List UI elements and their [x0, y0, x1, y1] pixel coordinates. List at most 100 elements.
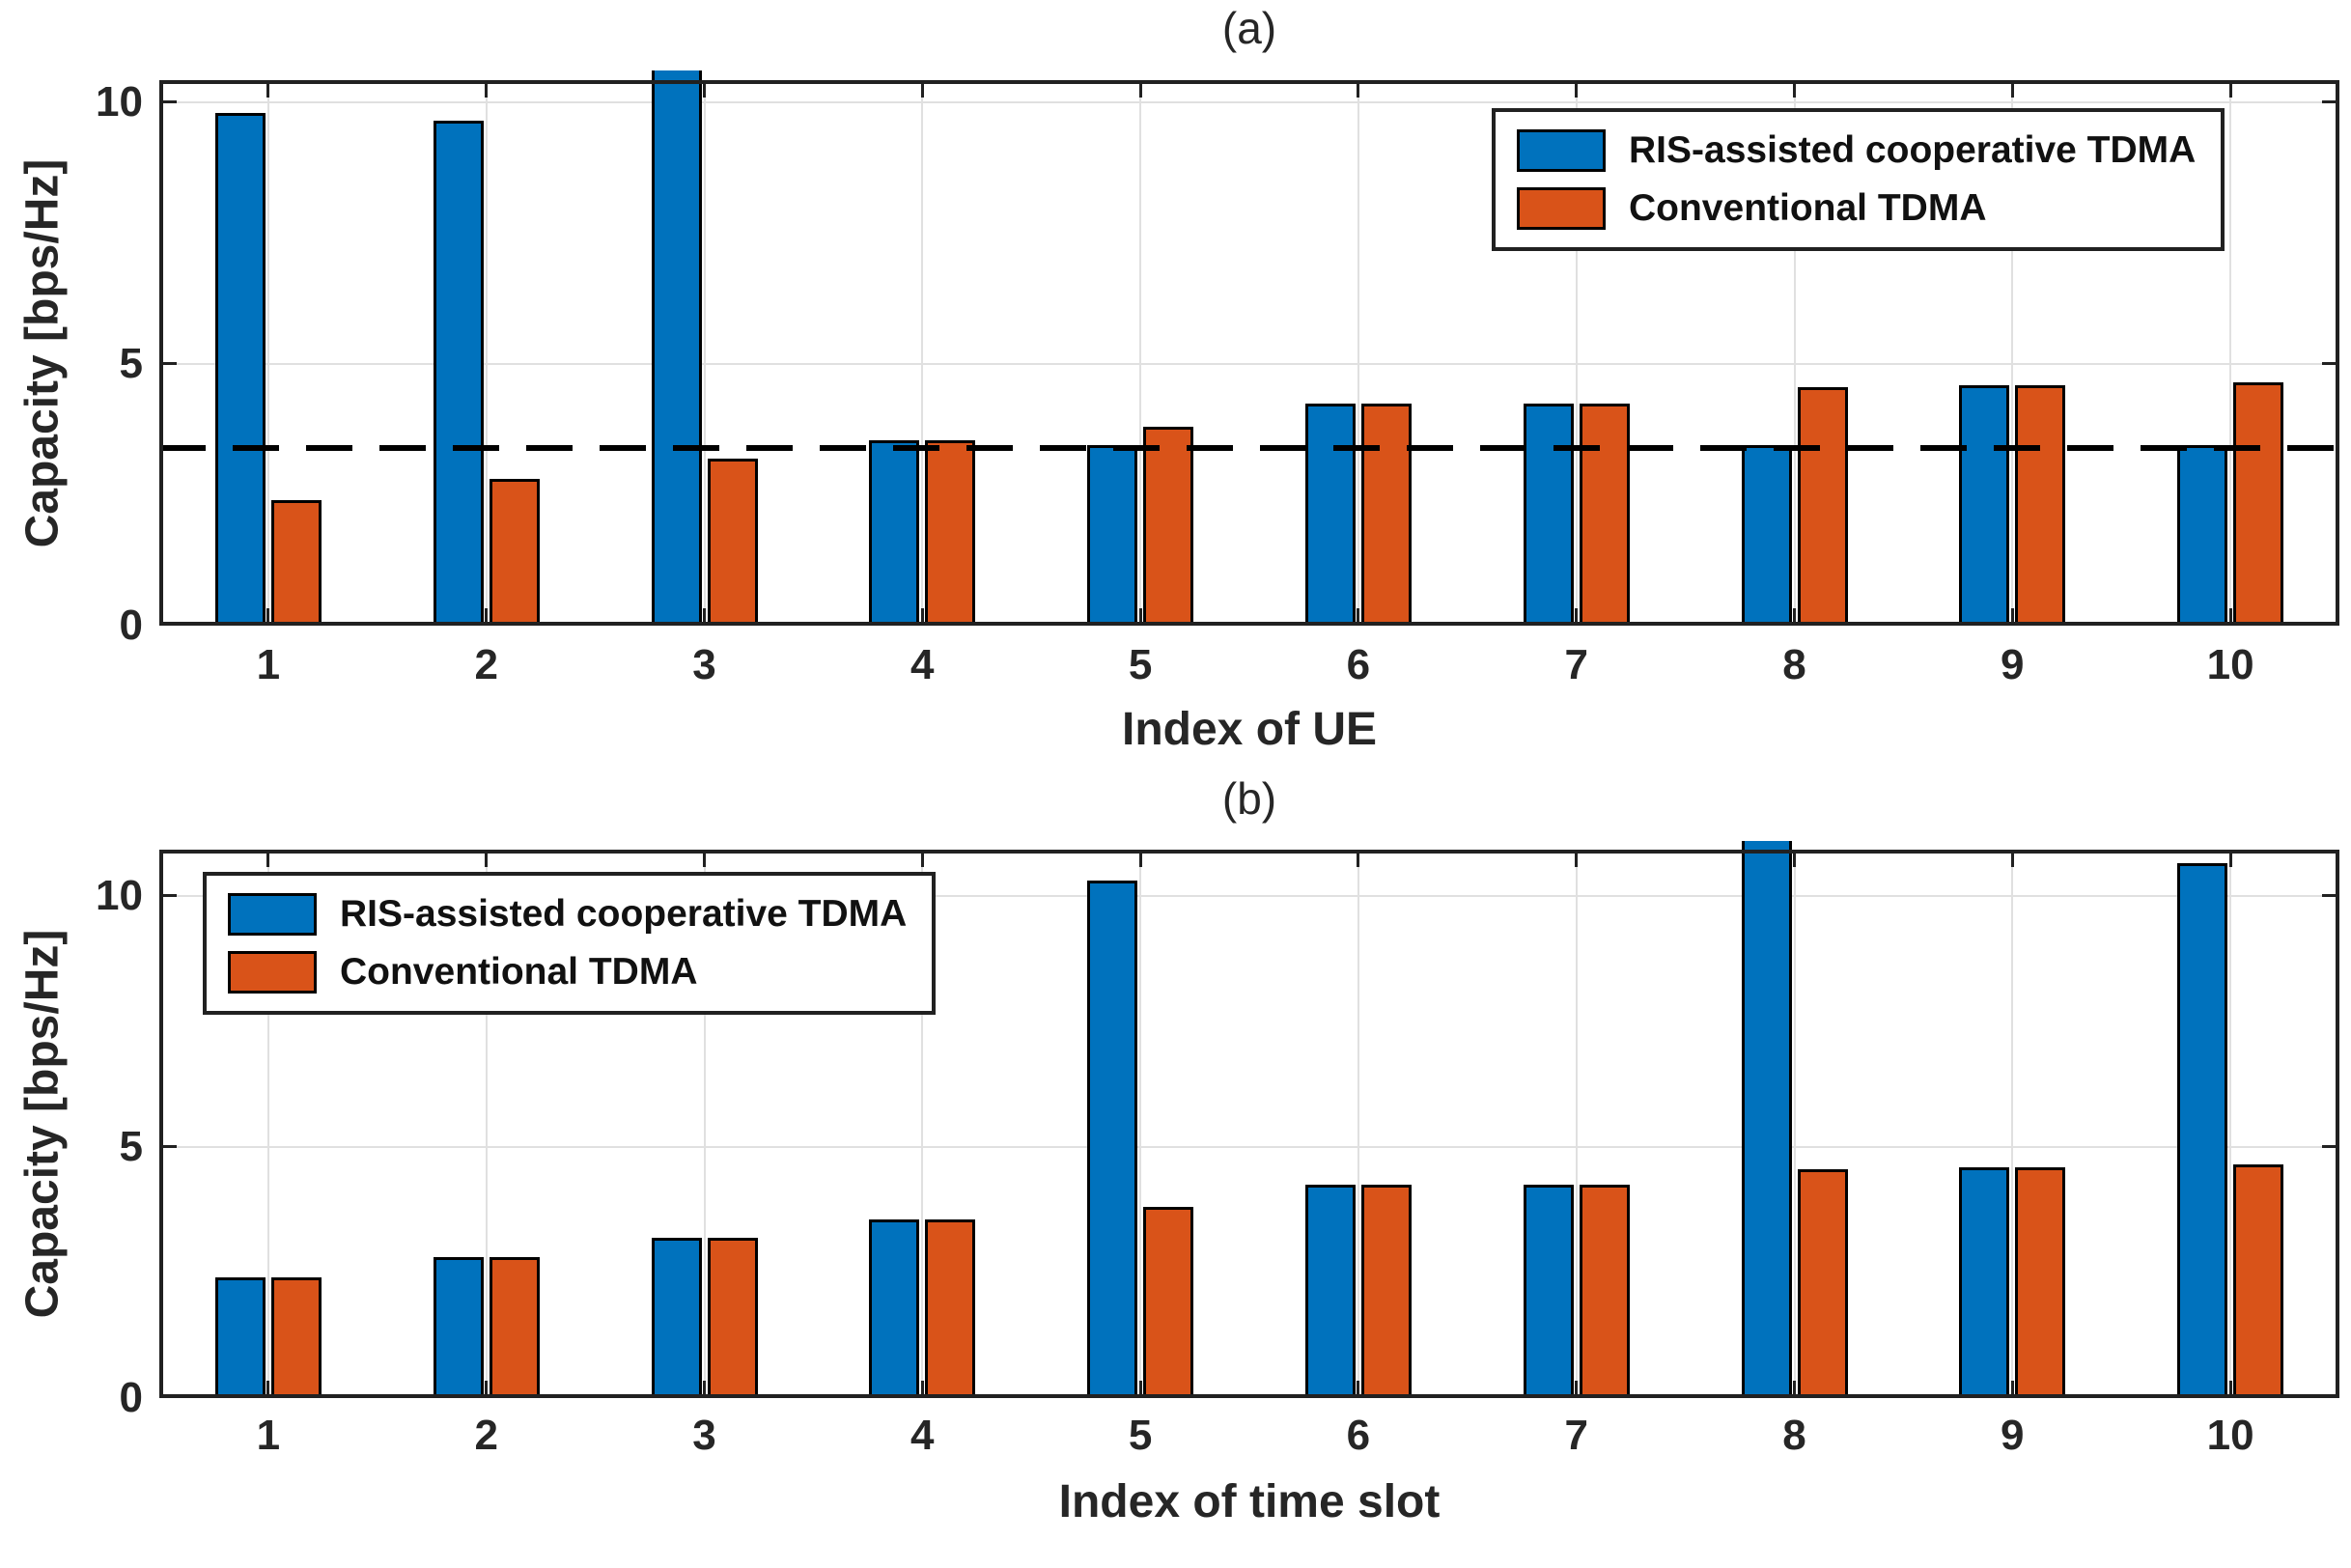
x-axis-tick-top — [2010, 854, 2014, 867]
bar-conventional-8 — [1797, 387, 1848, 626]
bar-ris-5 — [1087, 444, 1138, 626]
x-axis-tick-top — [2010, 84, 2014, 98]
bar-conventional-6 — [1360, 403, 1412, 626]
bar-ris-2 — [433, 120, 484, 626]
x-axis-tick-top — [2228, 854, 2232, 867]
x-axis-tick-bottom — [920, 608, 924, 622]
vertical-gridline — [703, 850, 706, 1398]
legend-item-ris: RIS-assisted cooperative TDMA — [228, 893, 907, 936]
bar-conventional-9 — [2015, 384, 2066, 626]
legend-label-ris: RIS-assisted cooperative TDMA — [340, 893, 908, 935]
x-axis-tick-top — [1138, 854, 1142, 867]
bar-conventional-8 — [1797, 1169, 1848, 1398]
y-axis-tick-right — [2322, 1145, 2336, 1149]
y-axis-tick-right — [2322, 362, 2336, 366]
x-axis-tick-bottom — [1138, 608, 1142, 622]
vertical-gridline — [921, 850, 924, 1398]
x-tick-label: 2 — [474, 1412, 498, 1459]
vertical-gridline — [2011, 850, 2014, 1398]
x-tick-label: 8 — [1782, 1412, 1806, 1459]
y-axis-tick-left — [163, 362, 177, 366]
bar-ris-4 — [869, 1219, 920, 1398]
bar-ris-3 — [651, 1237, 702, 1398]
x-axis-tick-bottom — [1793, 1381, 1796, 1394]
x-axis-tick-top — [1357, 84, 1360, 98]
vertical-gridline — [485, 850, 488, 1398]
x-tick-label: 7 — [1564, 1412, 1588, 1459]
vertical-gridline — [1575, 80, 1578, 626]
bar-ris-8 — [1741, 840, 1792, 1398]
x-axis-tick-bottom — [2010, 608, 2014, 622]
bar-conventional-1 — [270, 499, 322, 626]
x-axis-tick-bottom — [2228, 608, 2232, 622]
horizontal-gridline — [159, 362, 2339, 365]
bar-ris-6 — [1304, 403, 1356, 626]
x-axis-tick-bottom — [1138, 1381, 1142, 1394]
x-axis-tick-bottom — [2228, 1381, 2232, 1394]
x-axis-tick-bottom — [2010, 1381, 2014, 1394]
x-axis-tick-bottom — [703, 1381, 706, 1394]
x-tick-label: 5 — [1128, 1412, 1153, 1459]
bar-conventional-7 — [1579, 1184, 1630, 1398]
bar-conventional-2 — [489, 479, 540, 626]
x-tick-label: 6 — [1346, 641, 1371, 688]
bar-ris-9 — [1959, 384, 2010, 626]
legend-label-conventional: Conventional TDMA — [1629, 187, 1987, 229]
bar-conventional-5 — [1143, 1207, 1194, 1398]
bar-ris-3 — [651, 70, 702, 626]
vertical-gridline — [703, 80, 706, 626]
vertical-gridline — [2229, 850, 2232, 1398]
x-axis-tick-bottom — [1793, 608, 1796, 622]
subplot-a-title: (a) — [1221, 3, 1277, 53]
bar-ris-10 — [2177, 863, 2228, 1398]
x-tick-label: 4 — [910, 1412, 935, 1459]
legend-swatch-conventional — [1517, 187, 1606, 230]
subplot-a-legend: RIS-assisted cooperative TDMA Conventiona… — [1492, 108, 2225, 251]
bar-conventional-3 — [707, 1237, 758, 1398]
x-tick-label: 10 — [2206, 641, 2254, 688]
x-tick-label: 1 — [256, 1412, 281, 1459]
vertical-gridline — [1357, 850, 1359, 1398]
x-axis-tick-top — [920, 84, 924, 98]
x-axis-tick-bottom — [1575, 1381, 1579, 1394]
bar-ris-5 — [1087, 881, 1138, 1398]
x-axis-tick-bottom — [1575, 608, 1579, 622]
bar-ris-1 — [214, 112, 266, 626]
vertical-gridline — [1357, 80, 1359, 626]
x-axis-tick-bottom — [266, 1381, 270, 1394]
vertical-gridline — [1139, 850, 1142, 1398]
bar-conventional-2 — [489, 1257, 540, 1398]
bar-conventional-9 — [2015, 1166, 2066, 1398]
bar-ris-8 — [1741, 444, 1792, 626]
x-axis-tick-bottom — [485, 608, 489, 622]
x-axis-tick-top — [920, 854, 924, 867]
x-tick-label: 9 — [2001, 641, 2025, 688]
x-tick-label: 8 — [1782, 641, 1806, 688]
y-tick-label: 0 — [119, 1374, 143, 1421]
horizontal-gridline — [159, 894, 2339, 897]
vertical-gridline — [1139, 80, 1142, 626]
vertical-gridline — [266, 850, 269, 1398]
vertical-gridline — [921, 80, 924, 626]
x-tick-label: 5 — [1128, 641, 1153, 688]
bar-conventional-5 — [1143, 426, 1194, 626]
y-axis-tick-right — [2322, 894, 2336, 898]
subplot-b-xlabel: Index of time slot — [1058, 1476, 1441, 1527]
bar-ris-1 — [214, 1277, 266, 1398]
x-axis-tick-bottom — [266, 608, 270, 622]
x-axis-tick-top — [1793, 84, 1796, 98]
y-tick-label: 5 — [119, 339, 143, 387]
x-axis-tick-top — [1138, 84, 1142, 98]
x-axis-tick-bottom — [485, 1381, 489, 1394]
x-axis-tick-top — [703, 854, 706, 867]
bar-ris-7 — [1523, 403, 1574, 626]
y-axis-tick-left — [163, 894, 177, 898]
x-axis-tick-top — [1793, 854, 1796, 867]
bar-conventional-1 — [270, 1277, 322, 1398]
y-tick-label: 0 — [119, 602, 143, 649]
x-axis-tick-top — [1575, 84, 1579, 98]
vertical-gridline — [1793, 80, 1796, 626]
legend-label-conventional: Conventional TDMA — [340, 951, 698, 993]
vertical-gridline — [266, 80, 269, 626]
